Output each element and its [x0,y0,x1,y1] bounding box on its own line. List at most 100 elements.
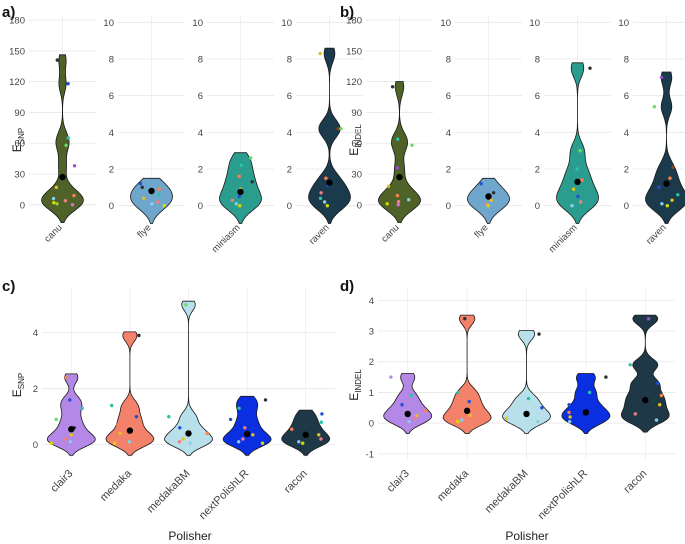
panel-b-flye-point [486,204,490,208]
panel-b-x-tick-label: miniasm [547,222,580,255]
panel-c-clair3-point [68,398,72,402]
panel-a-facet-canu-tick-label: 120 [9,77,25,88]
panel-d-medakaBM-point [504,416,509,421]
panel-b-facet-canu-tick-label: 90 [351,108,362,119]
panel-b-canu-point [385,202,389,206]
panel-a-facet-canu-tick-label: 30 [14,170,25,181]
panel-d-racon-point [646,317,651,321]
panel-a-miniasm-point [237,194,241,199]
panel-b-miniasm-point [588,66,592,70]
panel-a-raven-point [318,196,323,200]
panel-a-facet-flye-tick-label: 8 [109,55,114,66]
panel-d-medaka-point [456,419,460,424]
panel-b-facet-raven-tick-label: 8 [624,55,629,66]
panel-c-racon-median-point [302,431,309,439]
panel-d-clair3-median-point [404,410,411,418]
panel-c-clair3-median-point [68,426,75,433]
panel-c-nextPolishLR-point [260,441,265,445]
panel-b-raven-point [659,75,664,80]
panel-a-facet-raven-tick-label: 10 [281,18,292,29]
panel-c-nextPolishLR-point [243,426,247,430]
panel-c-medakaBM-point [167,415,171,419]
panel-b-facet-flye-tick-label: 6 [446,91,451,102]
panel-d-racon-median-point [642,396,649,404]
panel-a-canu-point [72,193,76,198]
panel-a-canu-point [72,164,77,168]
panel-label-d: d) [340,278,354,295]
panel-d-nextPolishLR-point [587,390,592,395]
panel-c-x-tick-label: clair3 [48,468,75,495]
panel-b-canu-point [407,198,411,202]
panel-a-flye-median-point [148,187,155,195]
panel-b-facet-canu-tick-label: 0 [357,200,362,211]
panel-c-racon-point [319,420,324,424]
panel-c-nextPolishLR-point [263,398,268,402]
panel-c-medaka-point [113,441,117,445]
panel-a-canu-point [52,201,56,205]
panel-a-facet-flye-tick-label: 6 [109,91,114,102]
panel-c-medaka-point [123,435,127,440]
panel-c-medaka-violin [105,331,155,456]
panel-d-racon-point [633,412,637,416]
panel-d-medaka-point [460,418,464,422]
panel-a-miniasm-point [249,156,253,160]
panel-a-facet-miniasm-tick-label: 10 [192,18,203,29]
panel-d-tick-label: 4 [369,296,374,307]
panel-a-facet-raven-tick-label: 6 [287,91,292,102]
panel-b-miniasm-point [580,178,584,182]
panel-c-medaka-point [116,423,120,427]
panel-c-medakaBM-violin [164,300,213,456]
panel-d-racon-point [654,418,659,422]
panel-b-flye-violin [467,177,510,224]
panel-a-miniasm-median-point [237,188,244,196]
panel-a-flye-point [140,185,144,189]
panel-a-facet-flye-tick-label: 2 [109,165,114,176]
panel-d-x-tick-label: medakaBM [483,468,531,516]
panel-c-tick-label: 0 [33,440,38,451]
panel-label-b: b) [340,4,354,21]
panel-a-miniasm-point [234,202,238,206]
panel-b-facet-miniasm-tick-label: 6 [535,91,540,102]
panel-a-canu-point [66,136,71,140]
panel-a-facet-canu-tick-label: 150 [9,46,25,57]
panel-b-canu-point [410,143,414,147]
panel-a-canu-median-point [59,173,66,181]
panel-c-racon-point [320,412,324,416]
panel-a-facet-raven-tick-label: 0 [287,201,292,212]
panel-a-flye-point [162,204,166,208]
panel-c-medakaBM-point [205,431,209,436]
panel-d-x-tick-label: nextPolishLR [536,468,590,522]
panel-c-racon-point [297,440,301,444]
panel-a-flye-point [157,187,161,191]
panel-d-racon-point [658,403,662,407]
panel-c-clair3-violin [46,373,96,456]
panel-d-medaka-point [468,413,472,418]
panel-label-c: c) [2,278,15,295]
panel-d-clair3-point [415,413,419,418]
panel-a-x-tick-label: flye [135,222,153,240]
panel-c-medaka-point [137,333,141,338]
panel-a-facet-canu-tick-label: 60 [14,139,25,150]
panel-a-raven-point [318,51,322,56]
panel-c-nextPolishLR-point [237,440,241,444]
panel-b-facet-raven-tick-label: 0 [624,201,629,212]
panel-d-nextPolishLR-point [567,410,571,415]
panel-c-medaka-point [110,403,114,408]
panel-b-facet-flye-tick-label: 8 [446,55,451,66]
panel-b-facet-miniasm-tick-label: 0 [535,201,540,212]
panel-d-clair3-point [423,409,428,413]
panel-d-medakaBM-point [540,406,544,410]
panel-d-medaka-violin [442,314,492,434]
panel-c-clair3-point [63,437,68,441]
panel-c-racon-point [317,433,321,437]
panel-b-facet-canu-tick-label: 150 [346,46,362,57]
panel-b-canu-point [390,85,395,89]
panel-c-clair3-point [80,406,84,410]
panel-a-facet-raven-tick-label: 2 [287,165,292,176]
panel-a-flye-point [156,200,160,204]
panel-a-facet-miniasm-tick-label: 2 [198,165,203,176]
panel-b-miniasm-point [571,187,576,191]
panel-b-raven-violin [645,71,685,224]
panel-a-miniasm-point [237,174,241,178]
panel-c-x-tick-label: nextPolishLR [197,468,251,522]
